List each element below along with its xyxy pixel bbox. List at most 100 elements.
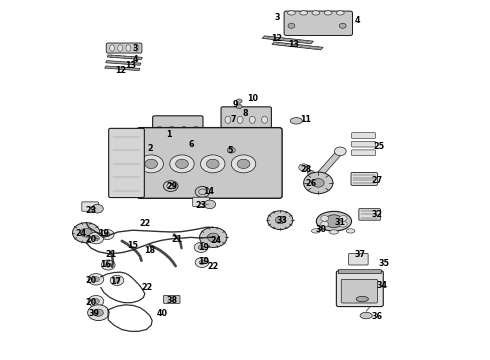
Circle shape — [101, 260, 115, 270]
Circle shape — [236, 104, 242, 109]
Circle shape — [299, 164, 309, 171]
Text: 12: 12 — [115, 66, 126, 75]
Ellipse shape — [356, 296, 368, 302]
Text: 22: 22 — [142, 283, 153, 292]
Text: 27: 27 — [371, 176, 383, 185]
Text: 1: 1 — [167, 130, 172, 139]
Circle shape — [114, 278, 120, 283]
Text: 33: 33 — [276, 216, 287, 225]
Circle shape — [275, 217, 285, 224]
Circle shape — [194, 242, 208, 252]
Circle shape — [88, 296, 104, 307]
Text: 32: 32 — [371, 210, 383, 219]
Ellipse shape — [312, 11, 320, 15]
FancyBboxPatch shape — [351, 141, 375, 147]
Ellipse shape — [110, 45, 115, 51]
Circle shape — [139, 155, 163, 173]
Circle shape — [227, 147, 235, 153]
Text: 30: 30 — [315, 225, 326, 234]
Text: 2: 2 — [147, 144, 152, 153]
Text: 13: 13 — [288, 40, 299, 49]
Text: 11: 11 — [300, 115, 312, 124]
Circle shape — [170, 155, 194, 173]
Ellipse shape — [157, 126, 162, 134]
Circle shape — [288, 23, 295, 28]
Ellipse shape — [312, 229, 320, 233]
Ellipse shape — [317, 211, 351, 231]
Ellipse shape — [360, 312, 372, 319]
Ellipse shape — [237, 116, 243, 123]
Text: 39: 39 — [88, 309, 99, 318]
Circle shape — [304, 172, 333, 194]
FancyBboxPatch shape — [351, 172, 377, 185]
Circle shape — [92, 204, 103, 213]
Text: 35: 35 — [379, 259, 390, 268]
FancyBboxPatch shape — [338, 270, 381, 274]
Ellipse shape — [169, 126, 174, 134]
Ellipse shape — [288, 11, 295, 15]
Text: 20: 20 — [86, 298, 97, 307]
Text: 38: 38 — [166, 296, 177, 305]
Circle shape — [339, 23, 346, 28]
Circle shape — [340, 221, 347, 227]
Polygon shape — [106, 60, 141, 65]
Ellipse shape — [181, 126, 187, 134]
Text: 6: 6 — [189, 140, 194, 149]
Text: 23: 23 — [86, 206, 97, 215]
Text: 19: 19 — [198, 243, 209, 252]
Text: 25: 25 — [374, 142, 385, 151]
Circle shape — [93, 277, 99, 282]
Ellipse shape — [290, 118, 302, 124]
Text: 12: 12 — [271, 34, 282, 43]
FancyBboxPatch shape — [193, 197, 209, 207]
Text: 23: 23 — [196, 201, 207, 210]
Text: 29: 29 — [166, 182, 177, 191]
FancyBboxPatch shape — [221, 107, 271, 131]
Circle shape — [198, 189, 206, 195]
Circle shape — [334, 147, 346, 156]
Circle shape — [308, 170, 315, 175]
Ellipse shape — [346, 229, 355, 233]
Circle shape — [198, 245, 204, 249]
FancyBboxPatch shape — [284, 11, 352, 36]
Circle shape — [325, 215, 343, 228]
Circle shape — [100, 229, 114, 239]
Ellipse shape — [249, 116, 255, 123]
Text: 10: 10 — [247, 94, 258, 103]
Circle shape — [167, 183, 174, 189]
Text: 34: 34 — [376, 280, 387, 289]
Text: 24: 24 — [210, 237, 221, 246]
Circle shape — [200, 155, 225, 173]
Ellipse shape — [324, 11, 332, 15]
Ellipse shape — [126, 45, 131, 51]
FancyBboxPatch shape — [351, 133, 375, 138]
Ellipse shape — [193, 126, 199, 134]
Text: 5: 5 — [227, 146, 233, 155]
FancyBboxPatch shape — [359, 209, 380, 220]
Text: 13: 13 — [124, 61, 136, 70]
Circle shape — [321, 216, 328, 221]
Ellipse shape — [336, 11, 344, 15]
Circle shape — [206, 159, 219, 168]
Ellipse shape — [118, 45, 122, 51]
Ellipse shape — [184, 144, 194, 148]
Polygon shape — [105, 66, 140, 71]
Text: 22: 22 — [139, 219, 150, 228]
Polygon shape — [152, 139, 203, 140]
Circle shape — [175, 159, 188, 168]
FancyBboxPatch shape — [109, 129, 145, 198]
Circle shape — [268, 211, 293, 229]
FancyBboxPatch shape — [348, 253, 368, 265]
Text: 17: 17 — [110, 276, 121, 285]
FancyBboxPatch shape — [82, 202, 98, 211]
Circle shape — [104, 232, 110, 237]
Circle shape — [313, 179, 324, 187]
Circle shape — [340, 216, 347, 221]
FancyBboxPatch shape — [106, 43, 142, 53]
FancyBboxPatch shape — [153, 116, 203, 140]
Ellipse shape — [330, 230, 338, 234]
Text: 31: 31 — [335, 218, 346, 227]
Circle shape — [236, 99, 242, 103]
Text: 16: 16 — [100, 260, 111, 269]
Text: 20: 20 — [86, 235, 97, 244]
